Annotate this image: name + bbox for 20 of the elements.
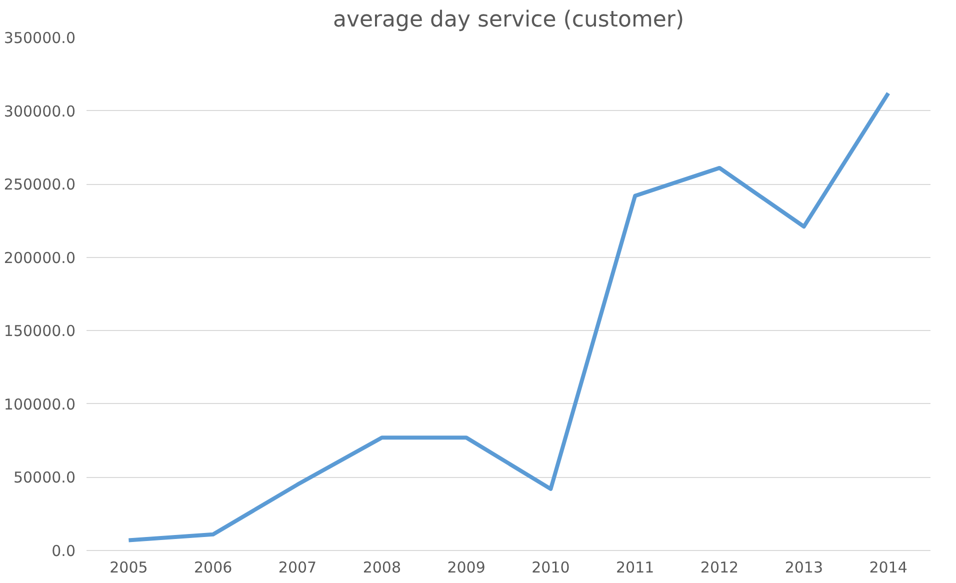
y-tick-label: 50000.0 — [13, 468, 76, 487]
x-tick-label: 2011 — [616, 558, 654, 576]
x-tick-label: 2005 — [110, 558, 148, 576]
x-tick-label: 2013 — [784, 558, 823, 576]
line-series — [126, 91, 890, 542]
y-tick-label: 350000.0 — [4, 29, 76, 47]
y-tick-label: 300000.0 — [4, 102, 76, 120]
x-tick-label: 2009 — [447, 558, 486, 576]
y-tick-label: 0.0 — [52, 542, 76, 560]
y-tick-label: 150000.0 — [4, 322, 76, 340]
x-tick-label: 2008 — [362, 558, 401, 576]
y-tick-label: 250000.0 — [4, 176, 76, 194]
x-tick-label: 2014 — [869, 558, 908, 576]
x-tick-label: 2012 — [700, 558, 739, 576]
y-tick-label: 200000.0 — [4, 248, 76, 267]
y-tick-label: 100000.0 — [4, 395, 76, 414]
x-tick-label: 2006 — [194, 558, 232, 576]
x-tick-label: 2010 — [532, 558, 570, 576]
chart-title: average day service (customer) — [332, 8, 684, 32]
x-tick-label: 2007 — [278, 558, 317, 576]
